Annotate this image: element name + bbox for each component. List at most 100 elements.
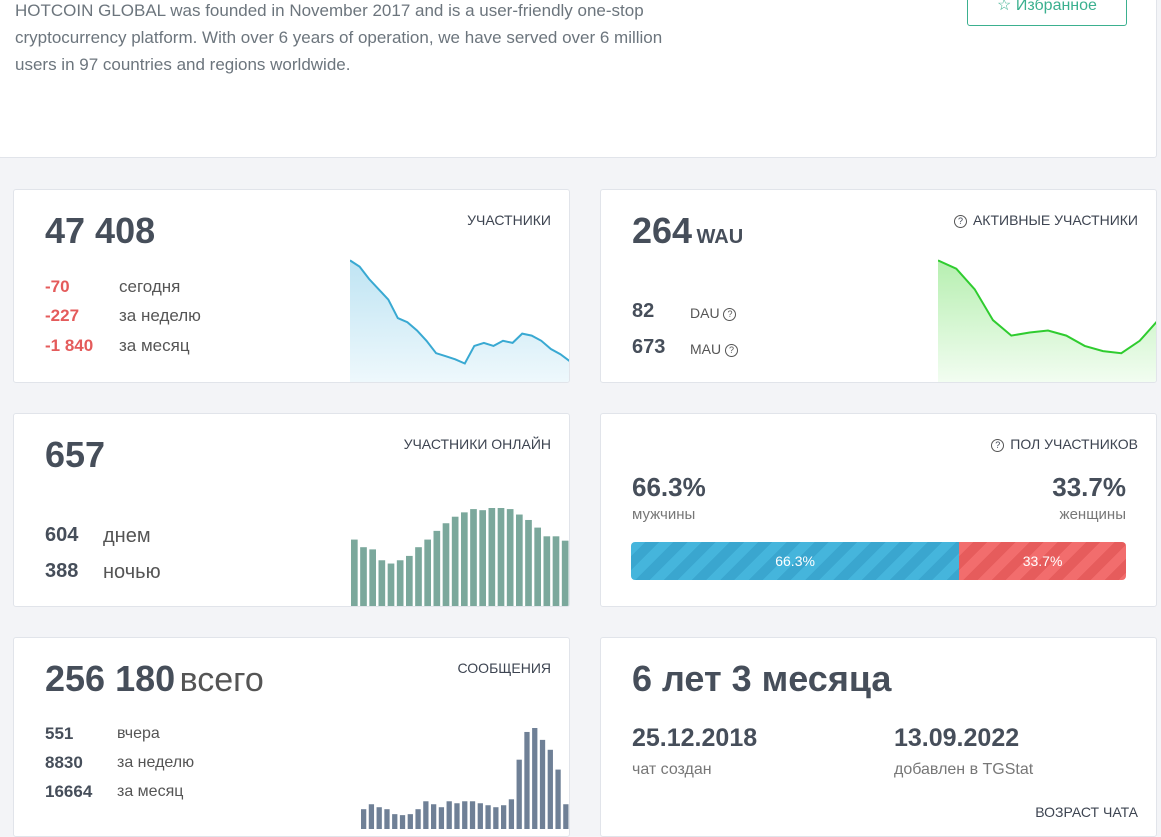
help-icon[interactable]: ? xyxy=(725,344,739,357)
bar xyxy=(497,508,505,606)
bar xyxy=(415,809,421,829)
bar xyxy=(516,514,523,606)
created-label: чат создан xyxy=(632,761,712,778)
bar-chart xyxy=(351,508,569,606)
bar xyxy=(387,563,395,606)
bar xyxy=(543,536,551,606)
stat-value: -70 xyxy=(45,277,70,296)
bar xyxy=(488,508,496,606)
bar xyxy=(424,539,431,606)
stat-label: ночью xyxy=(103,561,161,583)
members-card: 47 408 УЧАСТНИКИ -70 сегодня -227 за нед… xyxy=(13,189,570,383)
stat-value: 8830 xyxy=(45,753,83,772)
stat-label: за неделю xyxy=(119,306,201,325)
bar xyxy=(506,509,514,606)
bar xyxy=(493,807,499,829)
messages-total: 256 180 всего xyxy=(45,658,264,700)
total: 264 xyxy=(632,210,693,251)
label: MAU xyxy=(690,341,722,357)
female-share: 33.7% xyxy=(1052,472,1126,502)
card-title: УЧАСТНИКИ xyxy=(467,212,551,228)
stat-value: 673 xyxy=(632,336,666,358)
help-icon[interactable]: ? xyxy=(953,215,967,228)
stat-label: вчера xyxy=(117,725,160,742)
bar xyxy=(431,804,437,829)
bar xyxy=(368,804,375,829)
bar xyxy=(415,547,422,606)
stat-value: 82 xyxy=(632,300,655,322)
male-share: 66.3% xyxy=(632,472,706,502)
messages-card: 256 180 всего СООБЩЕНИЯ 551 вчера 8830 з… xyxy=(13,637,570,837)
bar xyxy=(442,523,450,606)
card-title: ? АКТИВНЫЕ УЧАСТНИКИ xyxy=(953,212,1138,228)
sparkline-line xyxy=(350,259,569,365)
stat-label: DAU ? xyxy=(690,305,742,321)
bar xyxy=(469,801,476,829)
bar xyxy=(561,540,569,606)
bar xyxy=(399,815,406,829)
bar xyxy=(563,804,569,829)
stat-value: -227 xyxy=(45,306,80,325)
title: ПОЛ УЧАСТНИКОВ xyxy=(1010,436,1138,452)
about-line: HOTCOIN GLOBAL was founded in November 2… xyxy=(15,1,644,20)
card-title: ? ПОЛ УЧАСТНИКОВ xyxy=(991,436,1138,452)
bar xyxy=(501,805,507,829)
bar xyxy=(547,749,553,829)
card-title: ВОЗРАСТ ЧАТА xyxy=(1035,804,1138,820)
bar xyxy=(470,509,477,606)
male-label: мужчины xyxy=(632,506,696,523)
stat-label: сегодня xyxy=(119,277,181,296)
bar xyxy=(534,527,541,606)
bar xyxy=(451,516,459,606)
created-date: 25.12.2018 xyxy=(632,724,758,752)
button-label: Избранное xyxy=(1015,0,1097,14)
stat-value: 388 xyxy=(45,560,79,582)
age-total: 6 лет 3 месяца xyxy=(632,658,892,699)
bar xyxy=(423,801,429,829)
about-text: HOTCOIN GLOBAL was founded in November 2… xyxy=(15,0,662,78)
online-card: 657 УЧАСТНИКИ ОНЛАЙН 604 днем 388 ночью xyxy=(13,413,570,607)
active-card: 264 WAU ? АКТИВНЫЕ УЧАСТНИКИ 82 DAU ? 673… xyxy=(600,189,1157,383)
help-icon[interactable]: ? xyxy=(991,439,1005,452)
stat-value: 16664 xyxy=(45,782,93,801)
bar xyxy=(462,801,468,829)
bar xyxy=(508,799,515,829)
about-line: cryptocurrency platform. With over 6 yea… xyxy=(15,28,663,47)
bar xyxy=(485,805,491,829)
bar xyxy=(351,539,358,606)
stat-label: MAU ? xyxy=(690,341,744,357)
bar xyxy=(479,510,486,606)
added-label: добавлен в TGStat xyxy=(894,761,1034,778)
label: DAU xyxy=(690,305,720,321)
male-segment: 66.3% xyxy=(631,542,960,580)
bar xyxy=(461,512,468,606)
help-icon[interactable]: ? xyxy=(723,308,737,321)
bar xyxy=(477,803,483,829)
female-segment: 33.7% xyxy=(959,542,1126,580)
bar xyxy=(525,519,532,606)
bar xyxy=(552,536,560,606)
stat-label: днем xyxy=(103,525,151,547)
bar-chart xyxy=(361,728,569,829)
female-label: женщины xyxy=(1059,506,1126,523)
sparkline-area xyxy=(350,260,569,382)
bar xyxy=(438,807,445,829)
stat-value: -1 840 xyxy=(45,336,94,355)
favorite-button[interactable]: ☆ Избранное xyxy=(967,0,1127,26)
stat-value: 551 xyxy=(45,724,74,743)
sparkline-line xyxy=(938,259,1156,355)
bar xyxy=(378,560,386,606)
bar xyxy=(361,809,367,829)
bar xyxy=(407,814,413,829)
stat-label: за месяц xyxy=(119,336,190,355)
sparkline-area xyxy=(938,260,1156,382)
stat-label: за месяц xyxy=(117,783,184,800)
bar xyxy=(360,547,367,606)
bar xyxy=(524,731,530,829)
added-date: 13.09.2022 xyxy=(894,724,1020,752)
stat-label: за неделю xyxy=(117,754,195,771)
bar xyxy=(376,807,382,829)
bar xyxy=(384,809,390,829)
members-total: 47 408 xyxy=(45,210,156,251)
